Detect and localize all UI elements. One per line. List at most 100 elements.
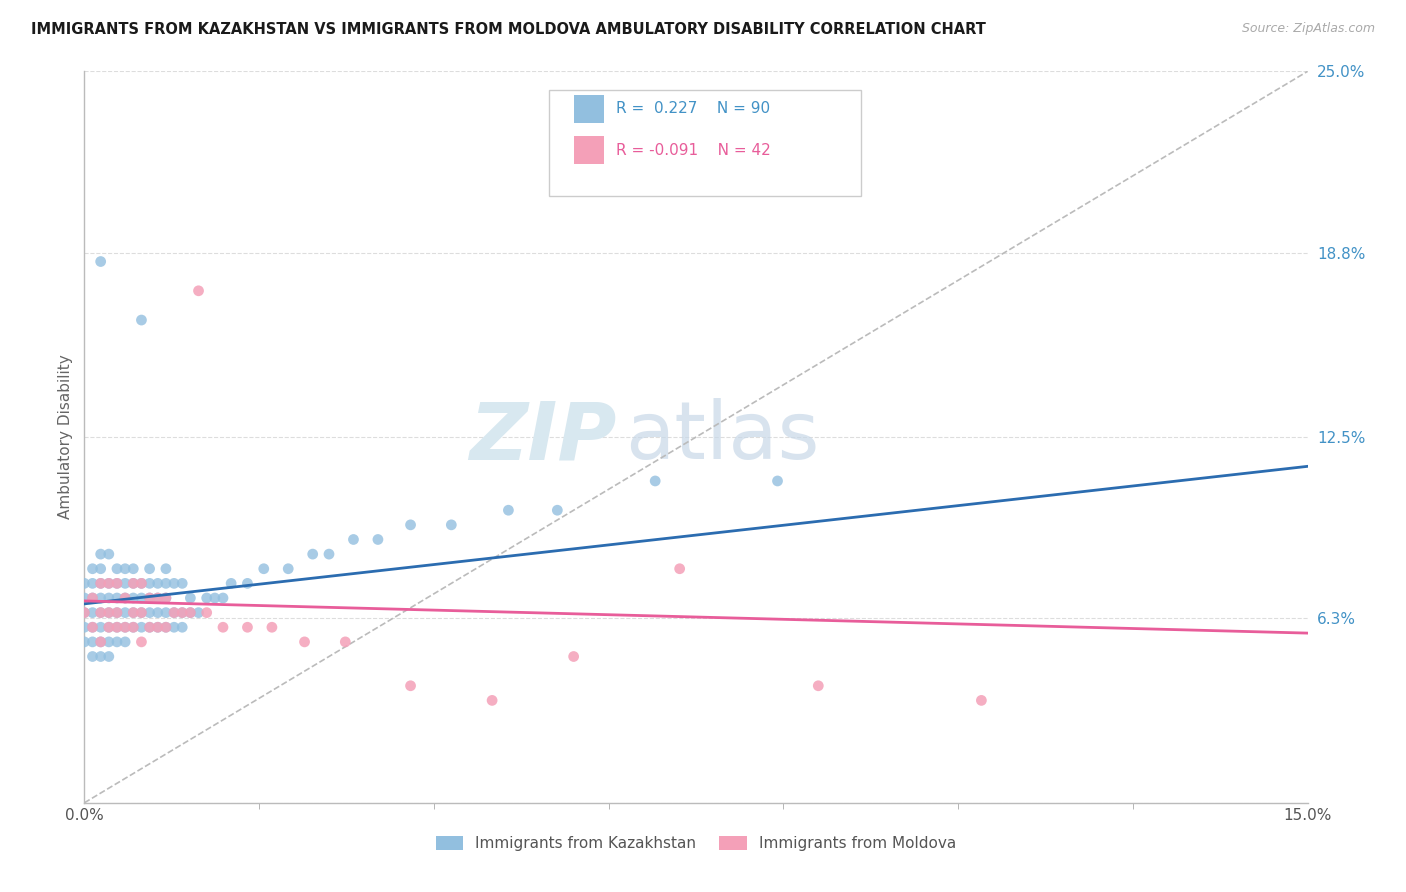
Point [114,606,136,620]
Point [90,254,112,268]
Point [163,576,186,591]
Point [131,576,153,591]
Point [131,591,153,605]
Point [105,606,128,620]
Point [114,620,136,634]
Point [82,562,104,576]
Point [97,649,120,664]
Point [236,620,259,634]
Point [97,620,120,634]
Point [253,562,276,576]
Point [155,576,177,591]
Point [97,606,120,620]
Point [970,693,993,707]
Point [114,576,136,591]
Point [97,591,120,605]
Point [562,649,585,664]
Point [138,591,160,605]
Point [131,606,153,620]
Point [82,591,104,605]
Point [644,474,666,488]
Point [97,576,120,591]
Text: Source: ZipAtlas.com: Source: ZipAtlas.com [1241,22,1375,36]
Point [82,620,104,634]
Point [122,620,145,634]
Point [122,606,145,620]
Point [90,591,112,605]
Point [73,635,96,649]
Point [440,517,463,532]
Point [187,606,209,620]
Point [146,591,169,605]
Point [342,533,364,547]
Point [105,576,128,591]
Point [105,620,128,634]
Point [146,576,169,591]
Point [90,576,112,591]
Point [131,576,153,591]
Point [155,591,177,605]
Point [114,562,136,576]
Point [90,635,112,649]
Point [146,620,169,634]
Point [73,620,96,634]
Point [122,620,145,634]
Point [105,606,128,620]
Point [155,606,177,620]
Point [90,547,112,561]
Point [179,606,201,620]
FancyBboxPatch shape [574,95,605,122]
Point [97,576,120,591]
Point [138,576,160,591]
Point [138,606,160,620]
Point [195,606,218,620]
Point [277,562,299,576]
Text: ZIP: ZIP [470,398,616,476]
Point [187,284,209,298]
Point [105,620,128,634]
Point [163,606,186,620]
Point [172,620,194,634]
Point [122,606,145,620]
Point [122,591,145,605]
Text: R =  0.227    N = 90: R = 0.227 N = 90 [616,101,770,116]
Point [131,606,153,620]
Point [82,606,104,620]
Point [172,576,194,591]
Point [122,576,145,591]
Point [138,562,160,576]
Point [172,606,194,620]
Point [204,591,226,605]
Point [195,591,218,605]
Point [236,576,259,591]
Text: IMMIGRANTS FROM KAZAKHSTAN VS IMMIGRANTS FROM MOLDOVA AMBULATORY DISABILITY CORR: IMMIGRANTS FROM KAZAKHSTAN VS IMMIGRANTS… [31,22,986,37]
Point [146,620,169,634]
Point [179,591,201,605]
Point [82,576,104,591]
Point [82,635,104,649]
Point [73,606,96,620]
Point [105,635,128,649]
Point [138,591,160,605]
Point [105,562,128,576]
Point [131,635,153,649]
Point [163,606,186,620]
Point [219,576,242,591]
Point [90,635,112,649]
Point [146,591,169,605]
Point [260,620,283,634]
Point [131,620,153,634]
Point [138,620,160,634]
Point [212,591,235,605]
Legend: Immigrants from Kazakhstan, Immigrants from Moldova: Immigrants from Kazakhstan, Immigrants f… [430,830,962,857]
Point [97,635,120,649]
Text: atlas: atlas [626,398,820,476]
Point [335,635,357,649]
Point [82,620,104,634]
Point [807,679,830,693]
Point [131,313,153,327]
Point [105,591,128,605]
Point [90,606,112,620]
Point [318,547,340,561]
Point [90,562,112,576]
